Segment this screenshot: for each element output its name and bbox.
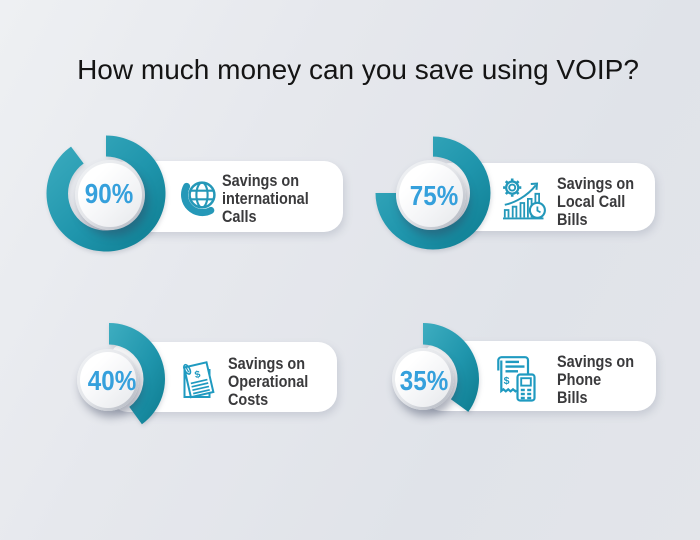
svg-text:$: $ [194,369,202,381]
svg-text:$: $ [503,375,509,387]
